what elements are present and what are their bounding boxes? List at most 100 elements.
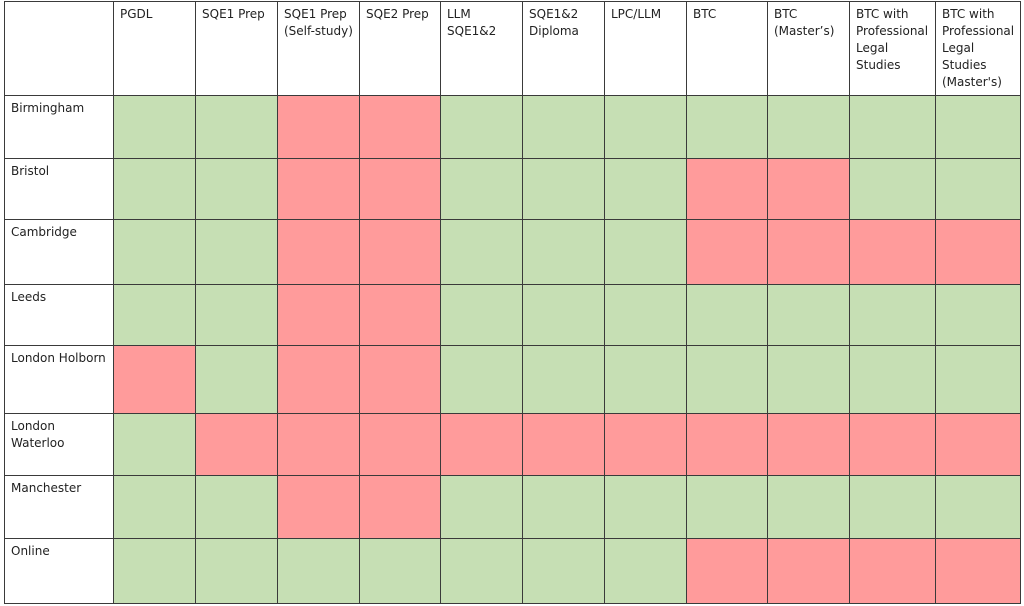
row-header-location: London Waterloo <box>4 413 114 476</box>
available-cell <box>934 95 1022 159</box>
available-cell <box>277 538 360 604</box>
available-cell <box>849 284 936 346</box>
available-cell <box>767 95 850 159</box>
unavailable-cell <box>277 284 360 346</box>
available-cell <box>604 345 687 414</box>
unavailable-cell <box>934 413 1022 476</box>
available-cell <box>195 219 278 285</box>
unavailable-cell <box>359 475 441 539</box>
available-cell <box>604 538 687 604</box>
column-header: BTC <box>686 1 768 96</box>
available-cell <box>440 284 523 346</box>
available-cell <box>767 284 850 346</box>
available-cell <box>604 284 687 346</box>
available-cell <box>195 345 278 414</box>
available-cell <box>195 95 278 159</box>
unavailable-cell <box>849 219 936 285</box>
table-row: Leeds <box>4 284 1022 346</box>
table-row: London Waterloo <box>4 413 1022 476</box>
unavailable-cell <box>686 413 768 476</box>
unavailable-cell <box>277 219 360 285</box>
unavailable-cell <box>277 475 360 539</box>
available-cell <box>113 219 196 285</box>
unavailable-cell <box>359 95 441 159</box>
available-cell <box>522 345 605 414</box>
available-cell <box>195 475 278 539</box>
row-header-location: Cambridge <box>4 219 114 285</box>
unavailable-cell <box>522 413 605 476</box>
available-cell <box>440 345 523 414</box>
available-cell <box>686 284 768 346</box>
table-row: Online <box>4 538 1022 604</box>
unavailable-cell <box>934 219 1022 285</box>
unavailable-cell <box>277 95 360 159</box>
unavailable-cell <box>440 413 523 476</box>
unavailable-cell <box>686 158 768 220</box>
table-row: Manchester <box>4 475 1022 539</box>
unavailable-cell <box>686 538 768 604</box>
column-header: BTC with Professional Legal Studies <box>849 1 936 96</box>
available-cell <box>934 345 1022 414</box>
available-cell <box>195 284 278 346</box>
available-cell <box>440 158 523 220</box>
available-cell <box>440 538 523 604</box>
available-cell <box>686 345 768 414</box>
available-cell <box>522 219 605 285</box>
unavailable-cell <box>359 219 441 285</box>
unavailable-cell <box>277 413 360 476</box>
available-cell <box>113 284 196 346</box>
available-cell <box>934 158 1022 220</box>
unavailable-cell <box>277 158 360 220</box>
table-row: Birmingham <box>4 95 1022 159</box>
unavailable-cell <box>604 413 687 476</box>
available-cell <box>113 475 196 539</box>
row-header-location: Bristol <box>4 158 114 220</box>
available-cell <box>604 95 687 159</box>
unavailable-cell <box>277 345 360 414</box>
unavailable-cell <box>767 219 850 285</box>
unavailable-cell <box>359 413 441 476</box>
available-cell <box>195 538 278 604</box>
row-header-location: London Holborn <box>4 345 114 414</box>
available-cell <box>849 475 936 539</box>
corner-cell <box>4 1 114 96</box>
row-header-location: Leeds <box>4 284 114 346</box>
available-cell <box>113 95 196 159</box>
available-cell <box>934 284 1022 346</box>
row-header-location: Manchester <box>4 475 114 539</box>
available-cell <box>849 345 936 414</box>
available-cell <box>113 538 196 604</box>
available-cell <box>113 158 196 220</box>
column-header: SQE1&2 Diploma <box>522 1 605 96</box>
unavailable-cell <box>767 158 850 220</box>
column-header: LLM SQE1&2 <box>440 1 523 96</box>
unavailable-cell <box>359 158 441 220</box>
unavailable-cell <box>195 413 278 476</box>
header-row: PGDL SQE1 Prep SQE1 Prep (Self-study) SQ… <box>4 1 1022 96</box>
available-cell <box>604 475 687 539</box>
row-header-location: Birmingham <box>4 95 114 159</box>
column-header: BTC (Master’s) <box>767 1 850 96</box>
column-header: SQE2 Prep <box>359 1 441 96</box>
available-cell <box>604 158 687 220</box>
column-header: BTC with Professional Legal Studies (Mas… <box>934 1 1022 96</box>
available-cell <box>604 219 687 285</box>
available-cell <box>440 475 523 539</box>
available-cell <box>767 345 850 414</box>
row-header-location: Online <box>4 538 114 604</box>
available-cell <box>440 95 523 159</box>
unavailable-cell <box>849 413 936 476</box>
unavailable-cell <box>767 413 850 476</box>
available-cell <box>849 158 936 220</box>
column-header: PGDL <box>113 1 196 96</box>
available-cell <box>934 475 1022 539</box>
available-cell <box>522 158 605 220</box>
available-cell <box>440 219 523 285</box>
unavailable-cell <box>767 538 850 604</box>
table-row: London Holborn <box>4 345 1022 414</box>
available-cell <box>849 95 936 159</box>
unavailable-cell <box>359 284 441 346</box>
unavailable-cell <box>934 538 1022 604</box>
available-cell <box>686 95 768 159</box>
unavailable-cell <box>686 219 768 285</box>
